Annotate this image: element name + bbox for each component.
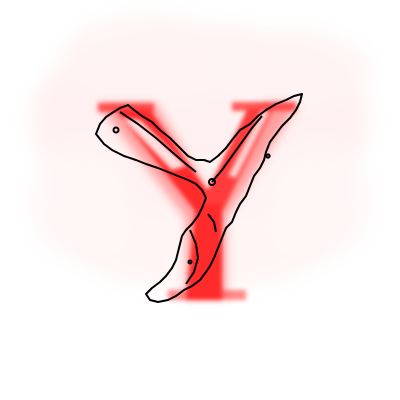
contour-outline <box>95 93 303 303</box>
glyph-highlights <box>122 110 270 178</box>
